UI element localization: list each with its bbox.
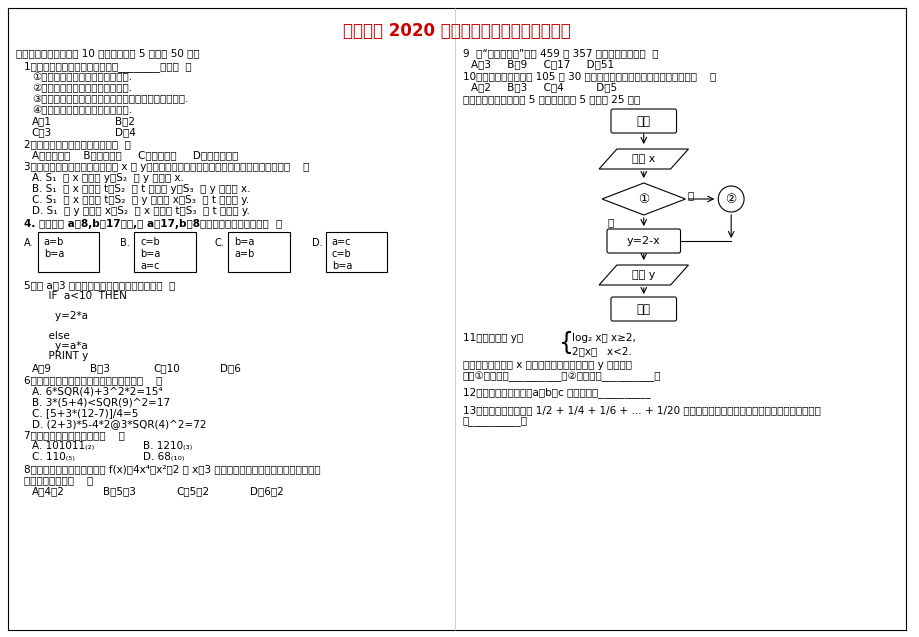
Text: B.: B. [120, 238, 130, 248]
Text: ①: ① [638, 192, 649, 206]
Text: 否: 否 [686, 190, 693, 200]
Text: C. S₁  把 x 的值给 t；S₂  把 y 的值给 x；S₃  把 t 的值给 y.: C. S₁ 把 x 的值给 t；S₂ 把 y 的值给 x；S₃ 把 t 的值给 … [32, 195, 249, 205]
Text: A．1: A．1 [32, 116, 51, 126]
Text: 10．用更相减损术，求 105 与 30 的最大公约数时，需要做减法的次数是（    ）: 10．用更相减损术，求 105 与 30 的最大公约数时，需要做减法的次数是（ … [462, 71, 715, 81]
Text: 图，①处应填写__________；②处应填写__________．: 图，①处应填写__________；②处应填写__________． [462, 371, 661, 382]
Text: c=b: c=b [332, 249, 351, 259]
Text: 一、选择题：（本题共 10 小题，每小题 5 分，共 50 分）: 一、选择题：（本题共 10 小题，每小题 5 分，共 50 分） [16, 48, 199, 58]
Text: 2－x，   x<2.: 2－x， x<2. [572, 346, 631, 356]
Text: C．10: C．10 [153, 363, 179, 373]
Text: 结束: 结束 [636, 303, 650, 315]
Text: 是: 是 [607, 217, 614, 227]
Text: 柘木中学 2020 学年高二第一次月考数学试题: 柘木中学 2020 学年高二第一次月考数学试题 [343, 22, 571, 40]
Text: 右图表示的是给定 x 的值，求其对应的函数值 y 的程序框: 右图表示的是给定 x 的值，求其对应的函数值 y 的程序框 [462, 360, 631, 370]
FancyBboxPatch shape [610, 297, 675, 321]
Text: 开始: 开始 [636, 115, 650, 127]
Text: 1、下列关于算法的说法正确的有________个。（  ）: 1、下列关于算法的说法正确的有________个。（ ） [24, 61, 191, 72]
Text: 4. 将两个数 a＝8,b＝17交换,使 a＝17,b＝8，下面语句正确一组是（  ）: 4. 将两个数 a＝8,b＝17交换,使 a＝17,b＝8，下面语句正确一组是（… [24, 219, 282, 229]
Text: D. 68₍₁₀₎: D. 68₍₁₀₎ [142, 452, 184, 462]
Text: A．顺序结构    B．选择结构     C．循环结构     D．以上都可以: A．顺序结构 B．选择结构 C．循环结构 D．以上都可以 [32, 150, 238, 160]
Text: D．6，2: D．6，2 [250, 486, 284, 496]
FancyBboxPatch shape [325, 232, 387, 272]
Text: a=b: a=b [234, 249, 255, 259]
Text: y=a*a: y=a*a [41, 341, 87, 351]
Text: b=a: b=a [234, 237, 255, 247]
Text: B. 1210₍₃₎: B. 1210₍₃₎ [142, 441, 192, 451]
Text: y=2*a: y=2*a [41, 311, 87, 321]
Text: 6．下列程序语言串表达式的值正确的是（    ）: 6．下列程序语言串表达式的值正确的是（ ） [24, 375, 162, 385]
Text: PRINT y: PRINT y [41, 351, 88, 361]
Text: 9  用“辗转相除法”求得 459 和 357 的最大公约数是（  ）: 9 用“辗转相除法”求得 459 和 357 的最大公约数是（ ） [462, 48, 658, 58]
Text: A．2     B．3     C．4          D．5: A．2 B．3 C．4 D．5 [471, 82, 617, 92]
Text: {: { [558, 331, 573, 355]
Text: A.: A. [24, 238, 33, 248]
Text: 11．已知函数 y＝: 11．已知函数 y＝ [462, 333, 523, 343]
Text: B．3: B．3 [90, 363, 110, 373]
Text: ④算法执行后一定产生确定的结果.: ④算法执行后一定产生确定的结果. [32, 105, 131, 115]
Text: D．6: D．6 [220, 363, 240, 373]
Text: a=c: a=c [140, 261, 159, 271]
Text: D. (2+3)*5-4*2@3*SQR(4)^2=72: D. (2+3)*5-4*2@3*SQR(4)^2=72 [32, 419, 206, 429]
Polygon shape [598, 149, 687, 169]
Text: 3．已知两个单元分别存放了变量 x 和 y，下面描述交换这两个变量的值的算法中正确的为（    ）: 3．已知两个单元分别存放了变量 x 和 y，下面描述交换这两个变量的值的算法中正… [24, 162, 309, 172]
Text: 输出 y: 输出 y [631, 270, 654, 280]
Text: 2．条件语句表达的算法结构为（  ）: 2．条件语句表达的算法结构为（ ） [24, 139, 130, 149]
Text: ①求解某一类问题的算法是唯一的.: ①求解某一类问题的算法是唯一的. [32, 72, 131, 82]
Text: A. S₁  把 x 的值给 y；S₂  把 y 的值给 x.: A. S₁ 把 x 的值给 y；S₂ 把 y 的值给 x. [32, 173, 184, 183]
Text: 7、下列各数中最小的数为（    ）: 7、下列各数中最小的数为（ ） [24, 430, 125, 440]
Text: 5．当 a＝3 时，下面的程序段输出的结果是（  ）: 5．当 a＝3 时，下面的程序段输出的结果是（ ） [24, 280, 175, 290]
Text: A．3     B．9     C．17     D．51: A．3 B．9 C．17 D．51 [471, 59, 613, 69]
Text: 算的次数分别为（    ）: 算的次数分别为（ ） [24, 475, 93, 485]
Text: 13．下图给出的是计算 1/2 + 1/4 + 1/6 + … + 1/20 的值的一个程序框图，其中判断框内应填入的条件: 13．下图给出的是计算 1/2 + 1/4 + 1/6 + … + 1/20 的… [462, 405, 820, 415]
Polygon shape [598, 265, 687, 285]
Text: 12．下面程序运行后，a、b、c 的值各等于__________: 12．下面程序运行后，a、b、c 的值各等于__________ [462, 387, 650, 398]
Text: C．5，2: C．5，2 [176, 486, 210, 496]
Text: b=a: b=a [332, 261, 352, 271]
FancyBboxPatch shape [38, 232, 99, 272]
Text: B. 3*(5+4)<SQR(9)^2=17: B. 3*(5+4)<SQR(9)^2=17 [32, 397, 170, 407]
Text: b=a: b=a [44, 249, 64, 259]
Text: a=b: a=b [44, 237, 64, 247]
Text: C.: C. [214, 238, 224, 248]
FancyBboxPatch shape [610, 109, 675, 133]
Text: log₂ x， x≥2,: log₂ x， x≥2, [572, 333, 635, 343]
Text: y=2-x: y=2-x [626, 236, 660, 246]
FancyBboxPatch shape [228, 232, 289, 272]
Text: A．4，2: A．4，2 [32, 486, 64, 496]
Text: A. 101011₍₂₎: A. 101011₍₂₎ [32, 441, 94, 451]
Text: D. S₁  把 y 的值给 x；S₂  把 x 的值给 t；S₃  把 t 的值给 y.: D. S₁ 把 y 的值给 x；S₂ 把 x 的值给 t；S₃ 把 t 的值给 … [32, 206, 249, 216]
Polygon shape [601, 183, 685, 215]
Text: 是__________．: 是__________． [462, 416, 528, 426]
Circle shape [718, 186, 743, 212]
Text: C．3: C．3 [32, 127, 52, 137]
FancyBboxPatch shape [607, 229, 680, 253]
Text: B. S₁  把 x 的值给 t；S₂  把 t 的值给 y；S₃  把 y 的值给 x.: B. S₁ 把 x 的值给 t；S₂ 把 t 的值给 y；S₃ 把 y 的值给 … [32, 184, 250, 194]
Text: b=a: b=a [140, 249, 160, 259]
Text: ②算法必须在有限步操作之后停止.: ②算法必须在有限步操作之后停止. [32, 83, 131, 93]
Text: 8．若用秦九韶算法求多项式 f(x)＝4x⁴－x²＋2 当 x＝3 时的值，则需要做乘法运算和加减法运: 8．若用秦九韶算法求多项式 f(x)＝4x⁴－x²＋2 当 x＝3 时的值，则需… [24, 464, 320, 474]
Text: ③算法的每一步操作必须是明确的，不能有歧义或模糊.: ③算法的每一步操作必须是明确的，不能有歧义或模糊. [32, 94, 188, 104]
Text: c=b: c=b [140, 237, 160, 247]
Text: IF  a<10  THEN: IF a<10 THEN [41, 291, 127, 301]
Text: D.: D. [312, 238, 323, 248]
Text: D．4: D．4 [115, 127, 136, 137]
Text: a=c: a=c [332, 237, 351, 247]
FancyBboxPatch shape [134, 232, 196, 272]
Text: 二、填空题：（本题共 5 小题，每小题 5 分，共 25 分）: 二、填空题：（本题共 5 小题，每小题 5 分，共 25 分） [462, 94, 640, 104]
Text: A. 6*SQR(4)+3^2*2=15⁴: A. 6*SQR(4)+3^2*2=15⁴ [32, 386, 163, 396]
Text: ②: ② [725, 192, 736, 206]
Text: B．5，3: B．5，3 [103, 486, 136, 496]
Text: B．2: B．2 [115, 116, 135, 126]
Text: A．9: A．9 [32, 363, 51, 373]
Text: 输入 x: 输入 x [631, 154, 654, 164]
Text: C. [5+3*(12-7)]/4=5: C. [5+3*(12-7)]/4=5 [32, 408, 138, 418]
Text: C. 110₍₅₎: C. 110₍₅₎ [32, 452, 74, 462]
Text: else: else [41, 331, 70, 341]
